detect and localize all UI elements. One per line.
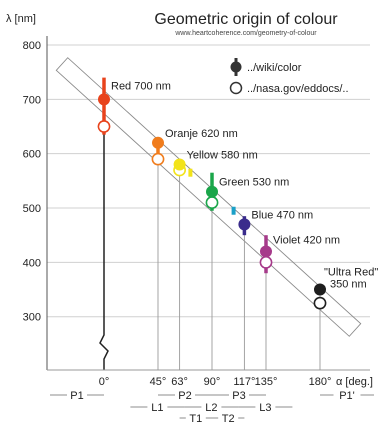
guide-lines — [99, 99, 321, 370]
segment-label-t2: T2 — [222, 413, 235, 425]
small-mark-1 — [231, 206, 236, 215]
x-tick-63: 63° — [171, 376, 188, 388]
y-tick-600: 600 — [23, 149, 41, 161]
small-mark-0 — [188, 168, 193, 177]
segment-label-l1: L1 — [151, 402, 163, 414]
x-tick-0: 0° — [99, 376, 110, 388]
wiki-point-180 — [314, 283, 326, 296]
x-axis-label: α [deg.] — [336, 376, 373, 388]
y-tick-400: 400 — [23, 257, 41, 269]
segment-bg-0 — [67, 386, 87, 400]
y-tick-800: 800 — [23, 40, 41, 52]
segment-label-l2: L2 — [205, 402, 217, 414]
trend-band-outline — [55, 57, 362, 337]
point-label-117: Blue 470 nm — [251, 209, 313, 221]
range-bars — [102, 77, 268, 274]
legend: ../wiki/color ../nasa.gov/eddocs/.. — [229, 58, 349, 95]
wiki-point-0 — [98, 93, 110, 106]
segment-bg-1 — [175, 386, 195, 400]
wiki-point-45 — [152, 136, 164, 149]
point-label-45: Oranje 620 nm — [165, 128, 238, 140]
wiki-series — [98, 93, 326, 296]
point-label-90: Green 530 nm — [219, 177, 289, 189]
y-tick-500: 500 — [23, 203, 41, 215]
segment-bg-2 — [229, 386, 249, 400]
segment-bg-3 — [333, 386, 361, 400]
point-label-0: Red 700 nm — [111, 80, 171, 92]
y-tick-300: 300 — [23, 312, 41, 324]
chart-subtitle: www.heartcoherence.com/geometry-of-colou… — [174, 30, 317, 37]
nasa-point-45 — [151, 152, 165, 166]
wiki-point-117 — [238, 218, 251, 231]
wiki-point-63 — [173, 158, 186, 171]
legend-open-marker — [229, 81, 243, 95]
segment-label-p2: P2 — [178, 390, 191, 402]
small-marks — [188, 168, 236, 215]
x-tick-90: 90° — [204, 376, 221, 388]
point-labels: Red 700 nm Oranje 620 nm Yellow 580 nm Gree… — [111, 80, 378, 290]
trend-band — [55, 57, 362, 337]
segment-label-p1p: P1' — [339, 390, 355, 402]
segment-labels: P1 P2 P3 P1' L1 L2 L3 T1 T2 — [50, 386, 374, 425]
nasa-point-180 — [313, 296, 327, 310]
segment-bg-5 — [201, 398, 222, 412]
segment-bg-6 — [255, 398, 276, 412]
y-axis-label: λ [nm] — [6, 13, 36, 25]
legend-filled-marker — [230, 61, 242, 73]
segment-label-p1: P1 — [70, 390, 83, 402]
wiki-point-90 — [206, 185, 218, 198]
y-tick-labels: 300 400 500 600 700 800 — [23, 40, 41, 324]
legend-label-wiki: ../wiki/color — [247, 62, 302, 74]
nasa-point-90 — [205, 196, 219, 209]
x-tick-135: 135° — [255, 376, 278, 388]
nasa-series — [97, 120, 327, 310]
point-label-135: Violet 420 nm — [273, 234, 340, 246]
x-tick-labels: 0° 45° 63° 90° 117° 135° 180° — [99, 376, 332, 388]
axes — [46, 36, 370, 371]
segment-label-p3: P3 — [232, 390, 245, 402]
x-tick-180: 180° — [309, 376, 332, 388]
chart-title: Geometric origin of colour — [154, 11, 338, 28]
y-tick-700: 700 — [23, 94, 41, 106]
point-label-63: Yellow 580 nm — [187, 150, 258, 162]
wiki-point-135 — [260, 245, 272, 258]
nasa-point-135 — [259, 255, 273, 269]
segment-label-t1: T1 — [189, 413, 202, 425]
segment-bg-7 — [185, 409, 206, 423]
nasa-point-0 — [97, 120, 111, 133]
segment-bg-4 — [147, 398, 168, 412]
point-label-180: "Ultra Red" 350 nm — [324, 267, 378, 291]
segment-label-l3: L3 — [259, 402, 271, 414]
legend-label-nasa: ../nasa.gov/eddocs/.. — [247, 83, 349, 95]
segment-bg-8 — [218, 409, 239, 423]
x-tick-45: 45° — [150, 376, 167, 388]
vline-0 — [99, 99, 109, 370]
x-tick-117: 117° — [233, 376, 255, 388]
